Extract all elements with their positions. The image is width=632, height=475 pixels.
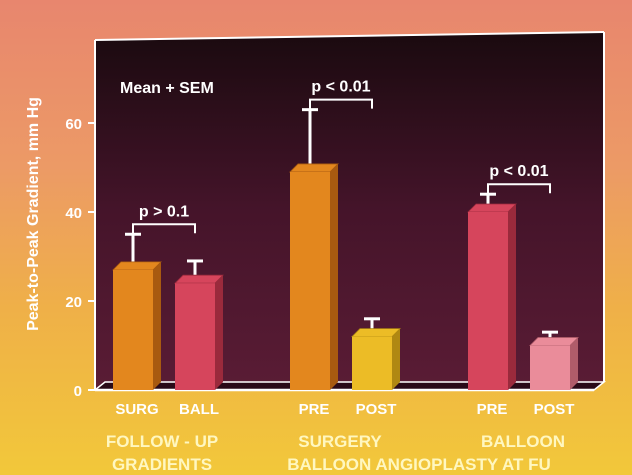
bar-top — [351, 328, 401, 338]
x-axis-labels: SURG BALL PRE POST PRE POST — [115, 401, 574, 418]
x-tick-label: PRE — [299, 401, 330, 418]
x-tick-label: POST — [356, 401, 397, 418]
bar-top — [174, 274, 224, 284]
bar-side — [392, 328, 400, 390]
plot-top-edge — [94, 31, 605, 41]
group-labels: FOLLOW - UP GRADIENTS SURGERY BALLOON ANGIO… — [106, 432, 565, 474]
p-value-bracket: p > 0.1 — [132, 203, 196, 234]
bar-side — [153, 261, 161, 390]
x-tick-label: BALL — [179, 401, 219, 418]
p-value-label: p < 0.01 — [311, 79, 370, 96]
p-value-label: p > 0.1 — [139, 203, 189, 220]
y-axis-label: Peak-to-Peak Gradient, mm Hg — [25, 97, 42, 331]
bar-front — [468, 212, 508, 390]
y-axis: 0 20 40 60 — [65, 116, 95, 400]
bars-layer — [112, 108, 579, 390]
bar-front — [175, 283, 215, 390]
group-label-line1: FOLLOW - UP — [106, 432, 218, 451]
legend-text: Mean + SEM — [120, 80, 214, 97]
bracket-line — [309, 98, 373, 109]
bar-top — [467, 203, 517, 213]
p-value-label: p < 0.01 — [489, 163, 548, 180]
bar-front — [290, 171, 330, 390]
group-label-line1: BALLOON — [481, 432, 565, 451]
bar-side — [215, 275, 223, 390]
bar — [174, 259, 224, 390]
bar — [529, 330, 579, 390]
x-tick-label: POST — [534, 401, 575, 418]
bar-top — [112, 261, 162, 271]
p-value-brackets: p > 0.1 p < 0.01 p < 0.01 — [132, 79, 551, 234]
x-tick-label: SURG — [115, 401, 158, 418]
bar-side — [570, 337, 578, 390]
group-label-line2: BALLOON ANGIOPLASTY AT FU — [287, 455, 551, 474]
bar — [289, 108, 339, 390]
bar — [467, 192, 517, 390]
p-value-bracket: p < 0.01 — [309, 79, 373, 109]
p-value-bracket: p < 0.01 — [487, 163, 551, 194]
group-label-line1: SURGERY — [298, 432, 382, 451]
y-tick-label: 40 — [65, 205, 82, 222]
bar-side — [330, 163, 338, 390]
bracket-line — [487, 183, 551, 194]
y-tick-label: 0 — [74, 383, 82, 400]
x-tick-label: PRE — [477, 401, 508, 418]
bar — [351, 317, 401, 390]
bar-front — [113, 269, 153, 390]
bar-front — [530, 345, 570, 390]
y-tick-label: 60 — [65, 116, 82, 133]
bar-side — [508, 204, 516, 390]
bar — [112, 232, 162, 390]
bracket-line — [132, 223, 196, 234]
y-tick-label: 20 — [65, 294, 82, 311]
bar-top — [289, 163, 339, 173]
group-label-line2: GRADIENTS — [112, 455, 212, 474]
bar-front — [352, 336, 392, 390]
bar-top — [529, 337, 579, 346]
